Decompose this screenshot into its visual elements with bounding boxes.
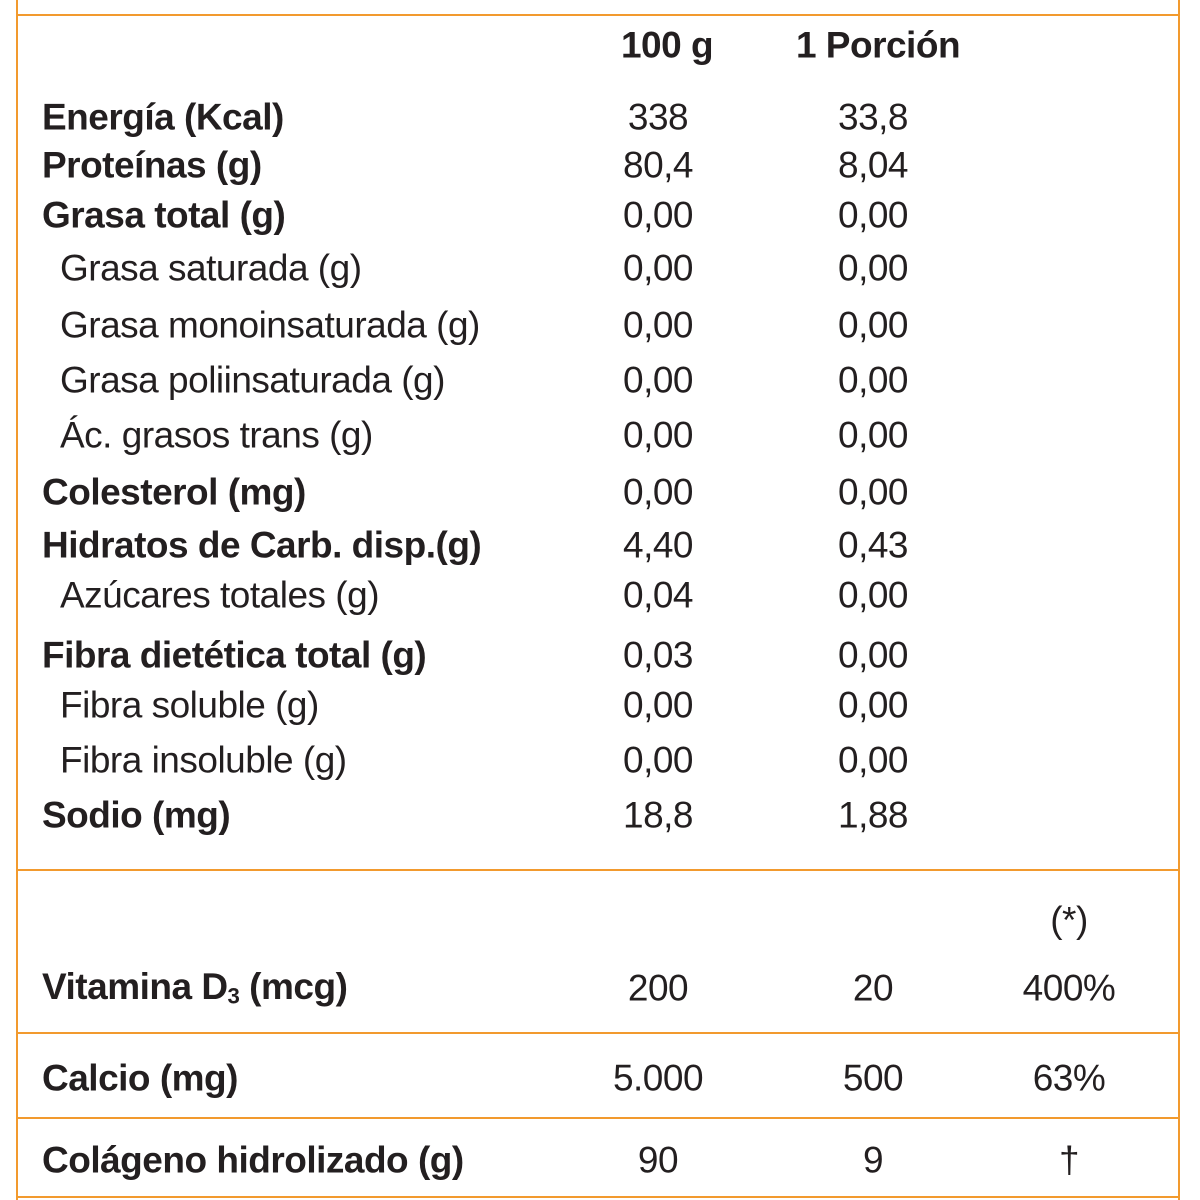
label-text: Colágeno hidrolizado (g) — [42, 1139, 464, 1181]
value-100g: 5.000 — [612, 1057, 704, 1099]
value-portion: 33,8 — [837, 96, 909, 138]
value-100g: 200 — [627, 967, 689, 1009]
value-100g: 0,00 — [622, 304, 694, 346]
row-label: Calcio (mg) — [42, 1060, 238, 1097]
border-left — [16, 0, 18, 1200]
row-label: Hidratos de Carb. disp.(g) — [42, 524, 482, 566]
value-portion: 0,00 — [837, 574, 909, 616]
value-portion: 0,00 — [837, 634, 909, 676]
value-portion: 0,43 — [837, 524, 909, 566]
column-header: 1 Porción — [795, 24, 961, 66]
value-portion: 0,00 — [837, 247, 909, 289]
divider — [16, 14, 1180, 16]
label-text: Calcio (mg) — [42, 1057, 238, 1099]
row-label: Fibra insoluble (g) — [60, 739, 347, 781]
value-portion: 0,00 — [837, 684, 909, 726]
value-portion: 0,00 — [837, 304, 909, 346]
value-percent: 400% — [1022, 967, 1116, 1009]
value-100g: 4,40 — [622, 524, 694, 566]
value-100g: 0,00 — [622, 739, 694, 781]
label-text: Vitamina D — [42, 966, 228, 1008]
row-label: Vitamina D3 (mcg) — [42, 966, 348, 1009]
value-portion: 1,88 — [837, 794, 909, 836]
column-header: 100 g — [620, 24, 714, 66]
value-portion: 20 — [852, 967, 894, 1009]
value-100g: 0,00 — [622, 414, 694, 456]
value-100g: 0,00 — [622, 684, 694, 726]
row-label: Ác. grasos trans (g) — [60, 414, 373, 456]
divider — [16, 1032, 1180, 1034]
divider — [16, 1196, 1180, 1198]
value-100g: 0,00 — [622, 194, 694, 236]
value-portion: 500 — [842, 1057, 904, 1099]
border-right — [1178, 0, 1180, 1200]
row-label: Grasa monoinsaturada (g) — [60, 304, 480, 346]
row-label: Grasa saturada (g) — [60, 247, 362, 289]
value-portion: 0,00 — [837, 359, 909, 401]
value-100g: 0,00 — [622, 359, 694, 401]
row-label: Sodio (mg) — [42, 794, 231, 836]
row-label: Fibra soluble (g) — [60, 684, 319, 726]
row-label: Colesterol (mg) — [42, 471, 306, 513]
row-label: Grasa total (g) — [42, 194, 286, 236]
value-portion: 0,00 — [837, 194, 909, 236]
row-label: Azúcares totales (g) — [60, 574, 380, 616]
label-subscript: 3 — [227, 983, 240, 1009]
value-100g: 90 — [637, 1139, 679, 1181]
value-portion: 0,00 — [837, 414, 909, 456]
row-label: Grasa poliinsaturada (g) — [60, 359, 445, 401]
value-percent: 63% — [1032, 1057, 1106, 1099]
value-100g: 0,00 — [622, 247, 694, 289]
value-100g: 80,4 — [622, 144, 694, 186]
value-portion: 0,00 — [837, 739, 909, 781]
value-portion: 9 — [862, 1139, 884, 1181]
row-label: Fibra dietética total (g) — [42, 634, 427, 676]
value-100g: 0,03 — [622, 634, 694, 676]
value-100g: 0,00 — [622, 471, 694, 513]
value-100g: 338 — [627, 96, 689, 138]
percent-header: (*) — [1050, 899, 1088, 941]
divider — [16, 1117, 1180, 1119]
row-label: Colágeno hidrolizado (g) — [42, 1142, 464, 1179]
value-100g: 0,04 — [622, 574, 694, 616]
row-label: Energía (Kcal) — [42, 96, 284, 138]
value-100g: 18,8 — [622, 794, 694, 836]
value-portion: 0,00 — [837, 471, 909, 513]
value-percent: † — [1058, 1139, 1080, 1181]
label-suffix: (mcg) — [239, 966, 348, 1008]
value-portion: 8,04 — [837, 144, 909, 186]
row-label: Proteínas (g) — [42, 144, 262, 186]
divider — [16, 869, 1180, 871]
